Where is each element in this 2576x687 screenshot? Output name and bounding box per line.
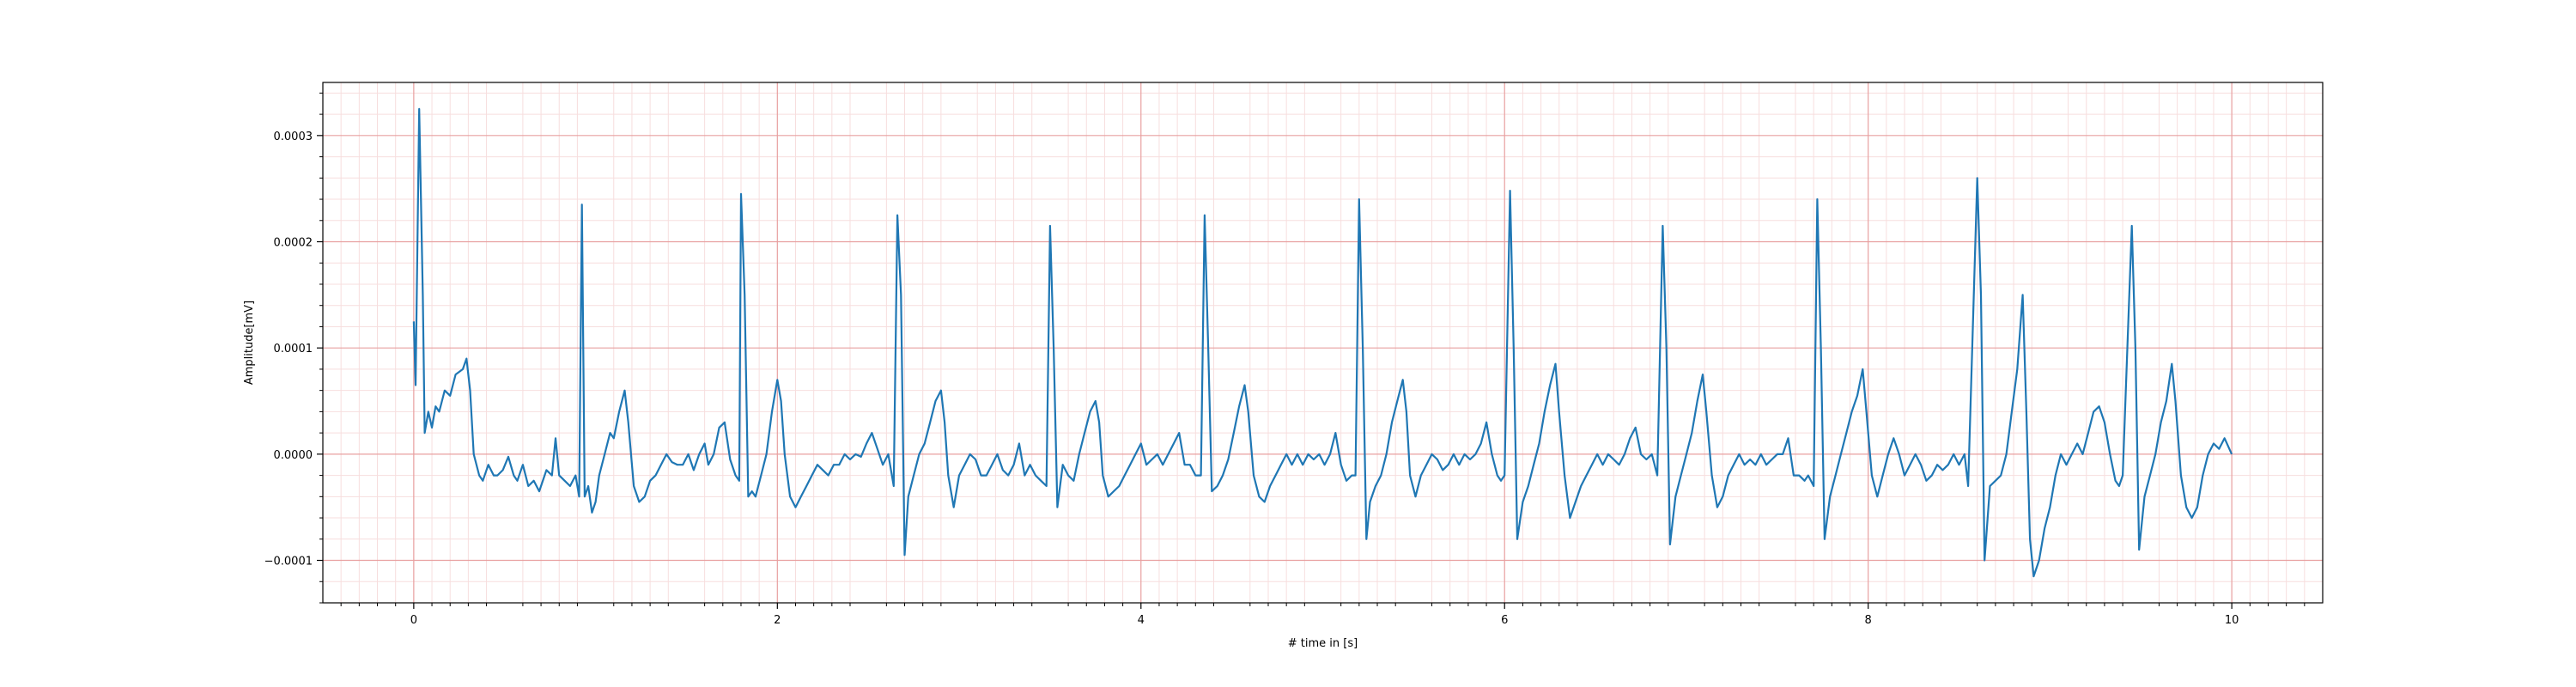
y-tick-label: −0.0001: [264, 556, 313, 568]
y-axis-ticks: −0.0001 0.0000 0.0001 0.0002 0.0003: [264, 92, 323, 604]
series-line-0: [412, 107, 2233, 578]
y-tick-label: 0.0001: [274, 343, 313, 356]
x-axis-label: # time in [s]: [1288, 637, 1358, 650]
y-tick-label: 0.0002: [274, 237, 313, 250]
series-layer: [412, 107, 2233, 578]
y-axis-label: Amplitude[mV]: [243, 301, 256, 385]
x-axis-ticks: 0 2 4 6 8 10: [340, 603, 2306, 627]
x-tick-label: 6: [1501, 614, 1508, 627]
x-tick-label: 8: [1865, 614, 1872, 627]
y-tick-label: 0.0000: [274, 449, 313, 462]
x-tick-label: 0: [410, 614, 417, 627]
x-tick-label: 4: [1138, 614, 1145, 627]
major-grid: [323, 82, 2323, 603]
minor-grid: [323, 82, 2323, 604]
plot-frame: [322, 82, 2324, 604]
x-tick-label: 10: [2225, 614, 2239, 627]
x-tick-label: 2: [774, 614, 781, 627]
y-tick-label: 0.0003: [274, 131, 313, 143]
